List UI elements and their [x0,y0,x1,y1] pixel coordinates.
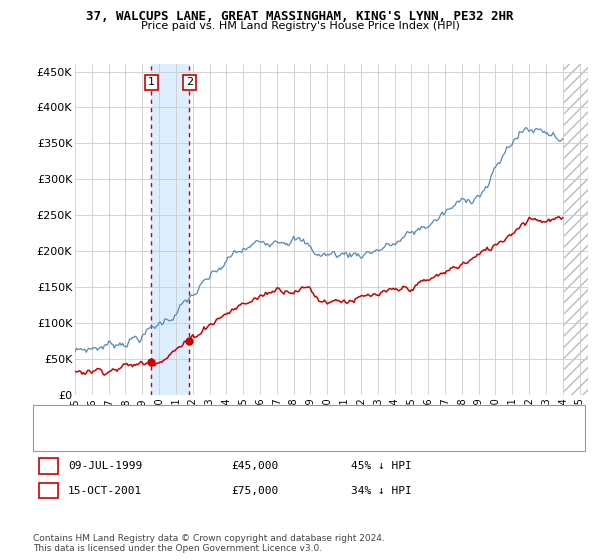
Text: 1: 1 [45,461,52,471]
Text: 45% ↓ HPI: 45% ↓ HPI [351,461,412,471]
Bar [151,64,189,395]
Text: 2: 2 [45,486,52,496]
Text: 15-OCT-2001: 15-OCT-2001 [68,486,142,496]
Text: 1: 1 [148,77,155,87]
Text: £75,000: £75,000 [231,486,278,496]
Text: Contains HM Land Registry data © Crown copyright and database right 2024.
This d: Contains HM Land Registry data © Crown c… [33,534,385,553]
Text: 37, WALCUPS LANE, GREAT MASSINGHAM, KING'S LYNN, PE32 2HR (detached house): 37, WALCUPS LANE, GREAT MASSINGHAM, KING… [74,412,496,422]
Text: 2: 2 [185,77,193,87]
Text: 34% ↓ HPI: 34% ↓ HPI [351,486,412,496]
Text: £45,000: £45,000 [231,461,278,471]
Text: Price paid vs. HM Land Registry's House Price Index (HPI): Price paid vs. HM Land Registry's House … [140,21,460,31]
Text: 09-JUL-1999: 09-JUL-1999 [68,461,142,471]
Text: HPI: Average price, detached house, King's Lynn and West Norfolk: HPI: Average price, detached house, King… [74,433,403,444]
Text: 37, WALCUPS LANE, GREAT MASSINGHAM, KING'S LYNN, PE32 2HR: 37, WALCUPS LANE, GREAT MASSINGHAM, KING… [86,10,514,23]
